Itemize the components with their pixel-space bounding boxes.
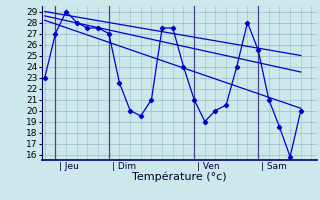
X-axis label: Température (°c): Température (°c): [132, 171, 227, 182]
Text: | Jeu: | Jeu: [59, 162, 78, 171]
Text: | Dim: | Dim: [112, 162, 136, 171]
Text: | Sam: | Sam: [261, 162, 287, 171]
Text: | Ven: | Ven: [197, 162, 220, 171]
